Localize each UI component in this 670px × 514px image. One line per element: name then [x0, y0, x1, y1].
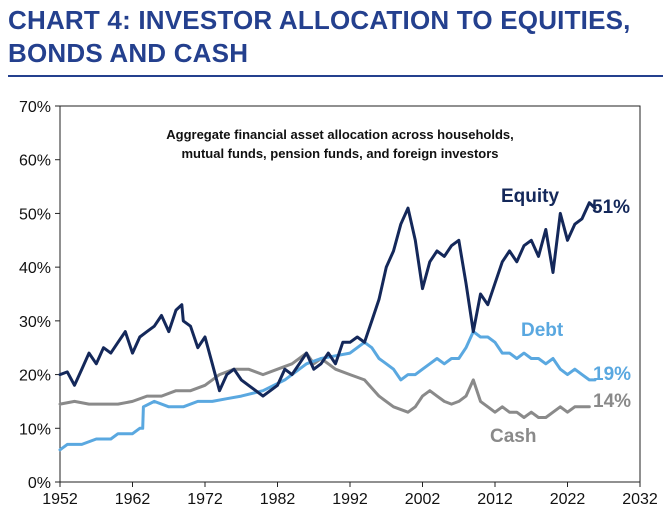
end-label-cash: 14% — [593, 391, 631, 412]
x-tick-label: 1962 — [115, 491, 151, 508]
series-lines — [58, 201, 597, 452]
series-line-equity — [58, 201, 597, 398]
end-label-equity: 51% — [592, 197, 630, 218]
plot-frame — [59, 105, 641, 483]
y-tick-label: 50% — [19, 206, 51, 223]
x-tick-label: 1952 — [42, 491, 78, 508]
series-line-cash — [58, 351, 591, 419]
x-tick-label: 2022 — [550, 491, 586, 508]
series-label-cash: Cash — [490, 426, 536, 447]
y-tick-label: 60% — [19, 153, 51, 170]
series-label-equity: Equity — [501, 186, 559, 207]
y-tick-label: 40% — [19, 260, 51, 277]
series-line-debt — [58, 330, 597, 452]
end-label-debt: 19% — [593, 364, 631, 385]
y-tick-label: 0% — [28, 475, 51, 492]
x-tick-label: 1992 — [332, 491, 368, 508]
y-tick-label: 30% — [19, 314, 51, 331]
y-tick-label: 70% — [19, 99, 51, 116]
x-tick-label: 2032 — [622, 491, 658, 508]
x-tick-label: 1972 — [187, 491, 223, 508]
chart-title-line1: CHART 4: INVESTOR ALLOCATION TO EQUITIES… — [8, 5, 631, 35]
chart-subtitle-line1: Aggregate financial asset allocation acr… — [166, 127, 514, 142]
chart-title-line2: BONDS AND CASH — [8, 38, 249, 68]
x-tick-label: 2002 — [405, 491, 441, 508]
series-label-debt: Debt — [521, 320, 564, 341]
chart-title: CHART 4: INVESTOR ALLOCATION TO EQUITIES… — [8, 4, 663, 70]
y-tick-label: 10% — [19, 421, 51, 438]
x-tick-label: 1982 — [260, 491, 296, 508]
title-divider — [8, 75, 663, 77]
axes: 0% 10% 20% 30% 40% 50% 60% 70% 1952 1962 1972 1982 1… — [19, 99, 658, 508]
chart-subtitle-line2: mutual funds, pension funds, and foreign… — [181, 146, 498, 161]
x-tick-label: 2012 — [477, 491, 513, 508]
y-tick-label: 20% — [19, 368, 51, 385]
